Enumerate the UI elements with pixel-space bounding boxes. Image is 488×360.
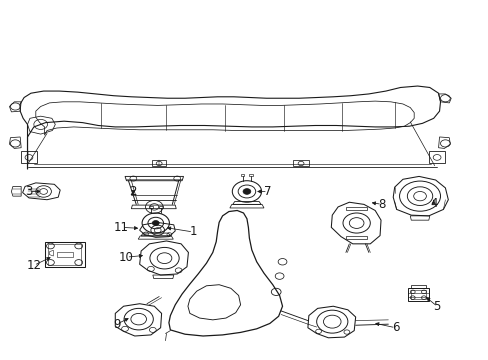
Text: 10: 10 [119, 251, 134, 264]
Text: 4: 4 [429, 197, 437, 210]
Text: 1: 1 [189, 225, 197, 238]
Text: 2: 2 [129, 185, 137, 198]
Text: 8: 8 [378, 198, 385, 211]
Text: 9: 9 [113, 318, 120, 331]
Text: 11: 11 [114, 221, 129, 234]
Text: 6: 6 [391, 321, 399, 334]
Text: 7: 7 [264, 185, 271, 198]
Circle shape [243, 189, 250, 194]
Text: 3: 3 [25, 185, 33, 198]
Circle shape [152, 221, 159, 226]
Text: 12: 12 [26, 259, 41, 272]
Text: 5: 5 [432, 300, 440, 313]
